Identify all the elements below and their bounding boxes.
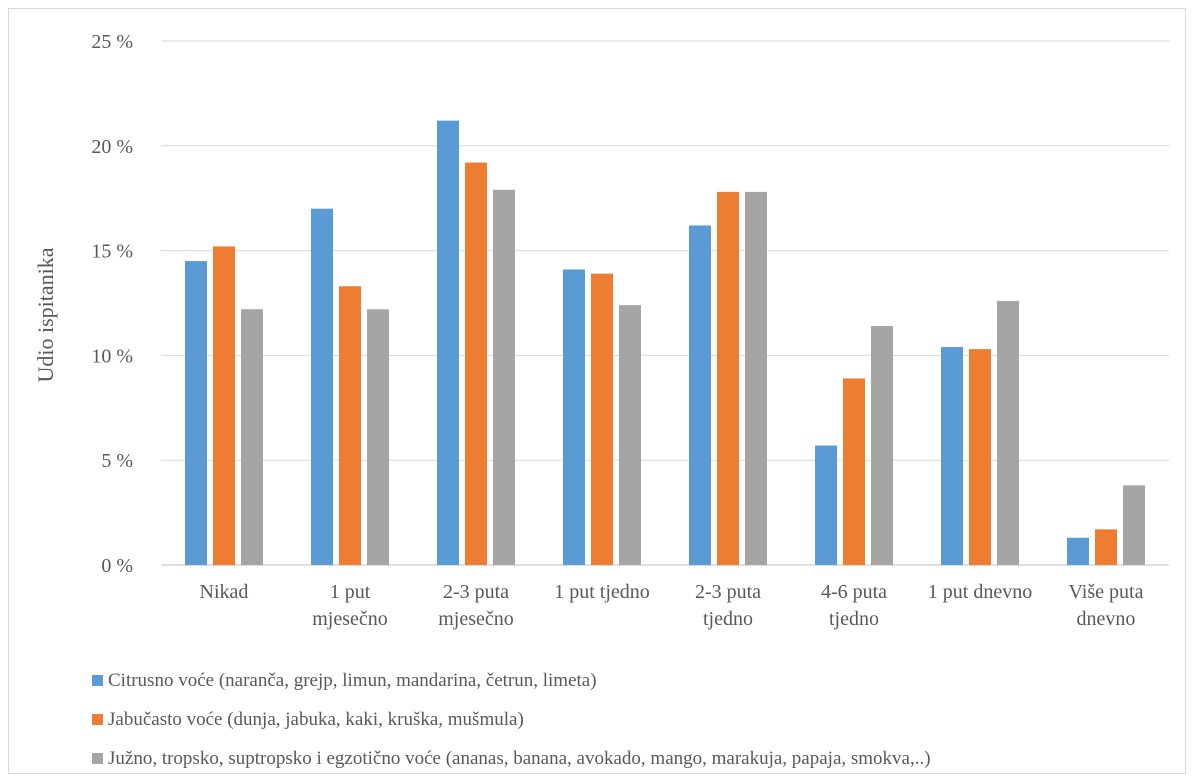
legend-label: Južno, tropsko, suptropsko i egzotično v… [108, 747, 931, 769]
bar-series-3 [241, 309, 263, 565]
x-tick-label: tjedno [703, 608, 753, 630]
legend-swatch [92, 753, 103, 764]
x-tick-label: mjesečno [438, 608, 514, 630]
bar-series-2 [969, 349, 991, 565]
legend-item: Južno, tropsko, suptropsko i egzotično v… [92, 739, 931, 778]
bar-series-1 [1067, 537, 1089, 565]
bar-series-2 [339, 286, 361, 565]
x-tick-label: dnevno [1077, 608, 1136, 630]
bar-series-3 [871, 326, 893, 565]
bar-series-3 [997, 300, 1019, 565]
y-tick-label: 0 % [101, 555, 133, 577]
bar-series-1 [815, 445, 837, 565]
x-tick-label: mjesečno [312, 608, 388, 630]
y-tick-label: 10 % [91, 345, 133, 367]
bar-series-2 [843, 378, 865, 565]
bar-series-2 [1095, 529, 1117, 565]
bar-series-3 [493, 189, 515, 566]
bar-series-2 [591, 273, 613, 565]
y-tick-label: 15 % [91, 241, 133, 263]
bar-series-2 [717, 191, 739, 566]
x-tick-label: Više puta [1069, 581, 1144, 603]
y-axis-label: Udio ispitanika [33, 247, 58, 382]
bar-series-1 [941, 347, 963, 565]
bar-series-2 [213, 246, 235, 565]
legend-label: Jabučasto voće (dunja, jabuka, kaki, kru… [108, 708, 524, 730]
y-tick-label: 5 % [101, 450, 133, 472]
legend-item: Jabučasto voće (dunja, jabuka, kaki, kru… [92, 700, 931, 739]
bar-chart: 0 % 5 % 10 % 15 % 20 % 25 % Nikad 1 put mjesečn… [33, 31, 1169, 630]
bar-series-3 [745, 191, 767, 566]
x-tick-label: Nikad [200, 581, 249, 603]
bar-series-1 [437, 120, 459, 565]
legend-item: Citrusno voće (naranča, grejp, limun, ma… [92, 661, 931, 700]
bar-series-1 [185, 261, 207, 565]
bar-series-3 [619, 305, 641, 565]
legend: Citrusno voće (naranča, grejp, limun, ma… [92, 661, 931, 778]
legend-swatch [92, 714, 103, 725]
x-tick-label: 2-3 puta [695, 581, 761, 603]
bar-series-3 [1123, 485, 1145, 565]
bar-series-1 [689, 225, 711, 565]
x-tick-label: 2-3 puta [443, 581, 509, 603]
x-tick-label: 4-6 puta [821, 581, 887, 603]
bar-series-3 [367, 309, 389, 565]
bar-series-2 [465, 162, 487, 565]
bar-series-1 [563, 269, 585, 565]
x-tick-label: 1 put [330, 581, 371, 603]
x-tick-label: 1 put tjedno [554, 581, 650, 603]
x-tick-label: 1 put dnevno [928, 581, 1032, 603]
legend-label: Citrusno voće (naranča, grejp, limun, ma… [108, 669, 597, 691]
bar-series-1 [311, 208, 333, 565]
chart-frame: 0 % 5 % 10 % 15 % 20 % 25 % Nikad 1 put mjesečn… [8, 8, 1186, 774]
y-tick-label: 25 % [91, 31, 133, 53]
legend-swatch [92, 675, 103, 686]
y-tick-label: 20 % [91, 136, 133, 158]
x-tick-label: tjedno [829, 608, 879, 630]
